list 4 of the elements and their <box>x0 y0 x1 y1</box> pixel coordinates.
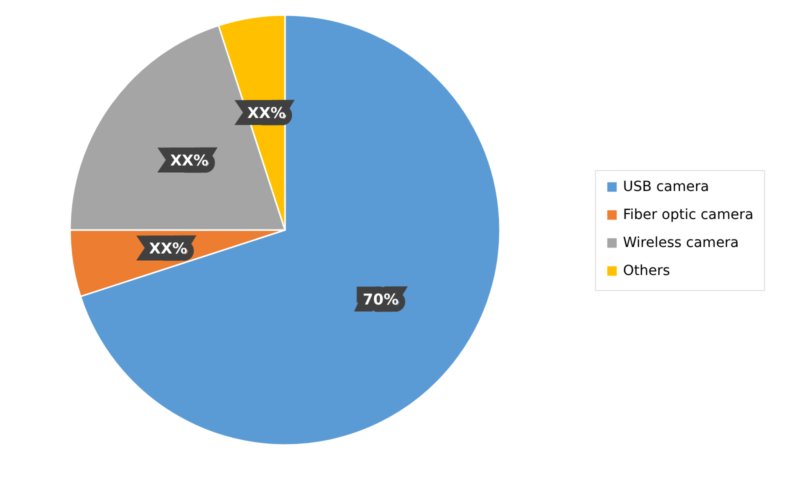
legend-label: Others <box>623 263 670 279</box>
legend-label: USB camera <box>623 179 710 195</box>
legend-label: Fiber optic camera <box>623 207 754 223</box>
legend-label: Wireless camera <box>623 235 739 251</box>
